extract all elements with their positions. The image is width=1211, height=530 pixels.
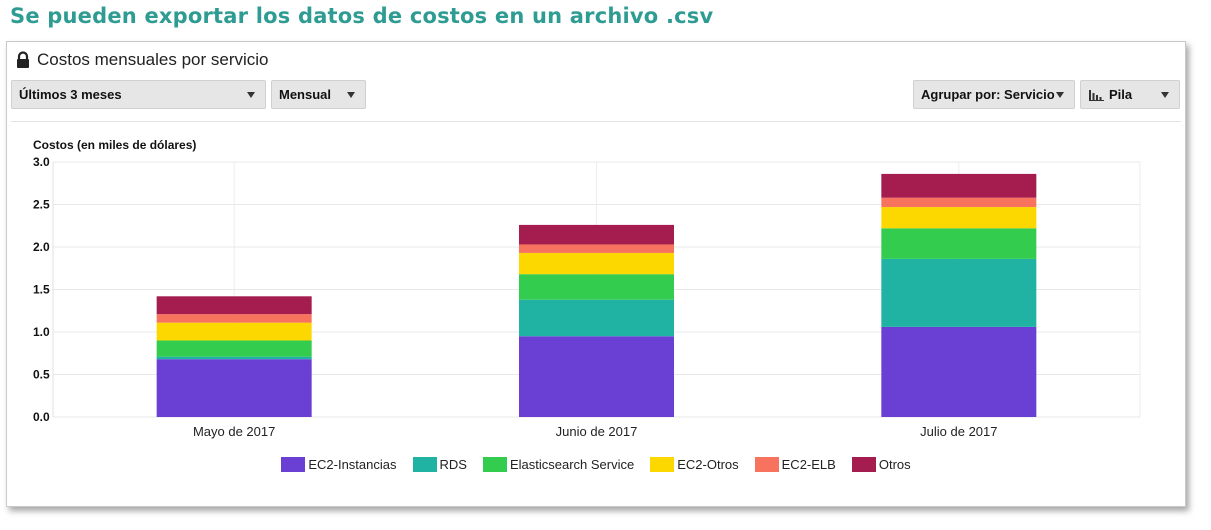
time-range-value: Últimos 3 meses [19, 87, 122, 102]
x-tick-label: Junio de 2017 [556, 424, 638, 439]
group-by-dropdown[interactable]: Agrupar por: Servicio [913, 80, 1075, 109]
y-tick-label: 3.0 [33, 155, 50, 169]
chart-style-dropdown[interactable]: Pila [1080, 80, 1180, 109]
bar-chart-icon [1089, 90, 1104, 101]
legend-label: Elasticsearch Service [509, 457, 635, 472]
legend-item[interactable]: EC2-Instancias [281, 457, 397, 472]
y-tick-label: 1.5 [33, 283, 50, 297]
chevron-down-icon [247, 91, 255, 98]
bar-segment-otros [881, 173, 1037, 198]
bar-segment-ec2-elb [519, 244, 674, 253]
lock-icon [17, 51, 29, 68]
y-tick-label: 2.0 [33, 240, 50, 254]
bar-segment-ec2-otros [519, 252, 674, 275]
toolbar-divider [11, 121, 1181, 122]
y-tick-label: 2.5 [33, 198, 50, 212]
bar-segment-otros [156, 296, 312, 315]
panel-header: Costos mensuales por servicio [15, 48, 268, 72]
legend-label: RDS [439, 457, 467, 472]
legend-label: EC2-Instancias [308, 457, 397, 472]
legend-item[interactable]: EC2-Otros [650, 457, 739, 472]
panel-title: Costos mensuales por servicio [37, 50, 269, 69]
granularity-dropdown[interactable]: Mensual [271, 80, 366, 109]
legend-swatch [281, 457, 306, 472]
bar-segment-otros [519, 224, 674, 245]
bar-segment-rds [156, 356, 312, 360]
stacked-bar-chart: 3.0 2.5 2.0 1.5 1.0 0.5 0.0 Mayo de 2017 Junio d… [33, 155, 1141, 439]
y-tick-label: 0.0 [33, 410, 50, 424]
bar-segment-ec2-otros [156, 322, 312, 341]
bar-segment-ec2-instancias [881, 326, 1037, 417]
legend-item[interactable]: RDS [412, 457, 467, 472]
x-tick-label: Mayo de 2017 [193, 424, 275, 439]
bar-segment-rds [519, 299, 674, 337]
chevron-down-icon [1161, 91, 1169, 98]
legend-item[interactable]: Elasticsearch Service [482, 457, 635, 472]
legend-label: EC2-Otros [677, 457, 739, 472]
legend-swatch [851, 457, 876, 472]
group-by-value: Agrupar por: Servicio [921, 86, 1055, 102]
legend-label: EC2-ELB [781, 457, 836, 472]
chart-legend: EC2-Instancias RDS Elasticsearch Service EC… [7, 457, 1185, 472]
bar-segment-elasticsearch-service [156, 340, 312, 357]
legend-swatch [412, 457, 437, 472]
legend-swatch [482, 457, 507, 472]
bar-segment-ec2-instancias [156, 359, 312, 417]
time-range-dropdown[interactable]: Últimos 3 meses [11, 80, 266, 109]
granularity-value: Mensual [279, 87, 332, 102]
bar-segment-elasticsearch-service [519, 274, 674, 300]
bar-segment-elasticsearch-service [881, 228, 1037, 259]
legend-swatch [650, 457, 675, 472]
y-axis-title: Costos (en miles de dólares) [33, 138, 197, 152]
bar-segment-rds [881, 258, 1037, 327]
y-tick-label: 0.5 [33, 368, 50, 382]
bar-segment-ec2-elb [156, 314, 312, 323]
chevron-down-icon [1056, 91, 1064, 98]
legend-swatch [754, 457, 779, 472]
page-heading: Se pueden exportar los datos de costos e… [10, 4, 714, 28]
cost-chart-panel: Costos mensuales por servicio Últimos 3 … [6, 41, 1186, 507]
chevron-down-icon [347, 91, 355, 98]
legend-item[interactable]: Otros [851, 457, 911, 472]
bar-segment-ec2-elb [881, 197, 1037, 208]
legend-label: Otros [878, 457, 911, 472]
y-tick-label: 1.0 [33, 325, 50, 339]
bar-segment-ec2-instancias [519, 336, 674, 417]
bar-segment-ec2-otros [881, 207, 1037, 229]
x-tick-label: Julio de 2017 [920, 424, 997, 439]
chart-style-value: Pila [1109, 87, 1133, 102]
legend-item[interactable]: EC2-ELB [754, 457, 836, 472]
